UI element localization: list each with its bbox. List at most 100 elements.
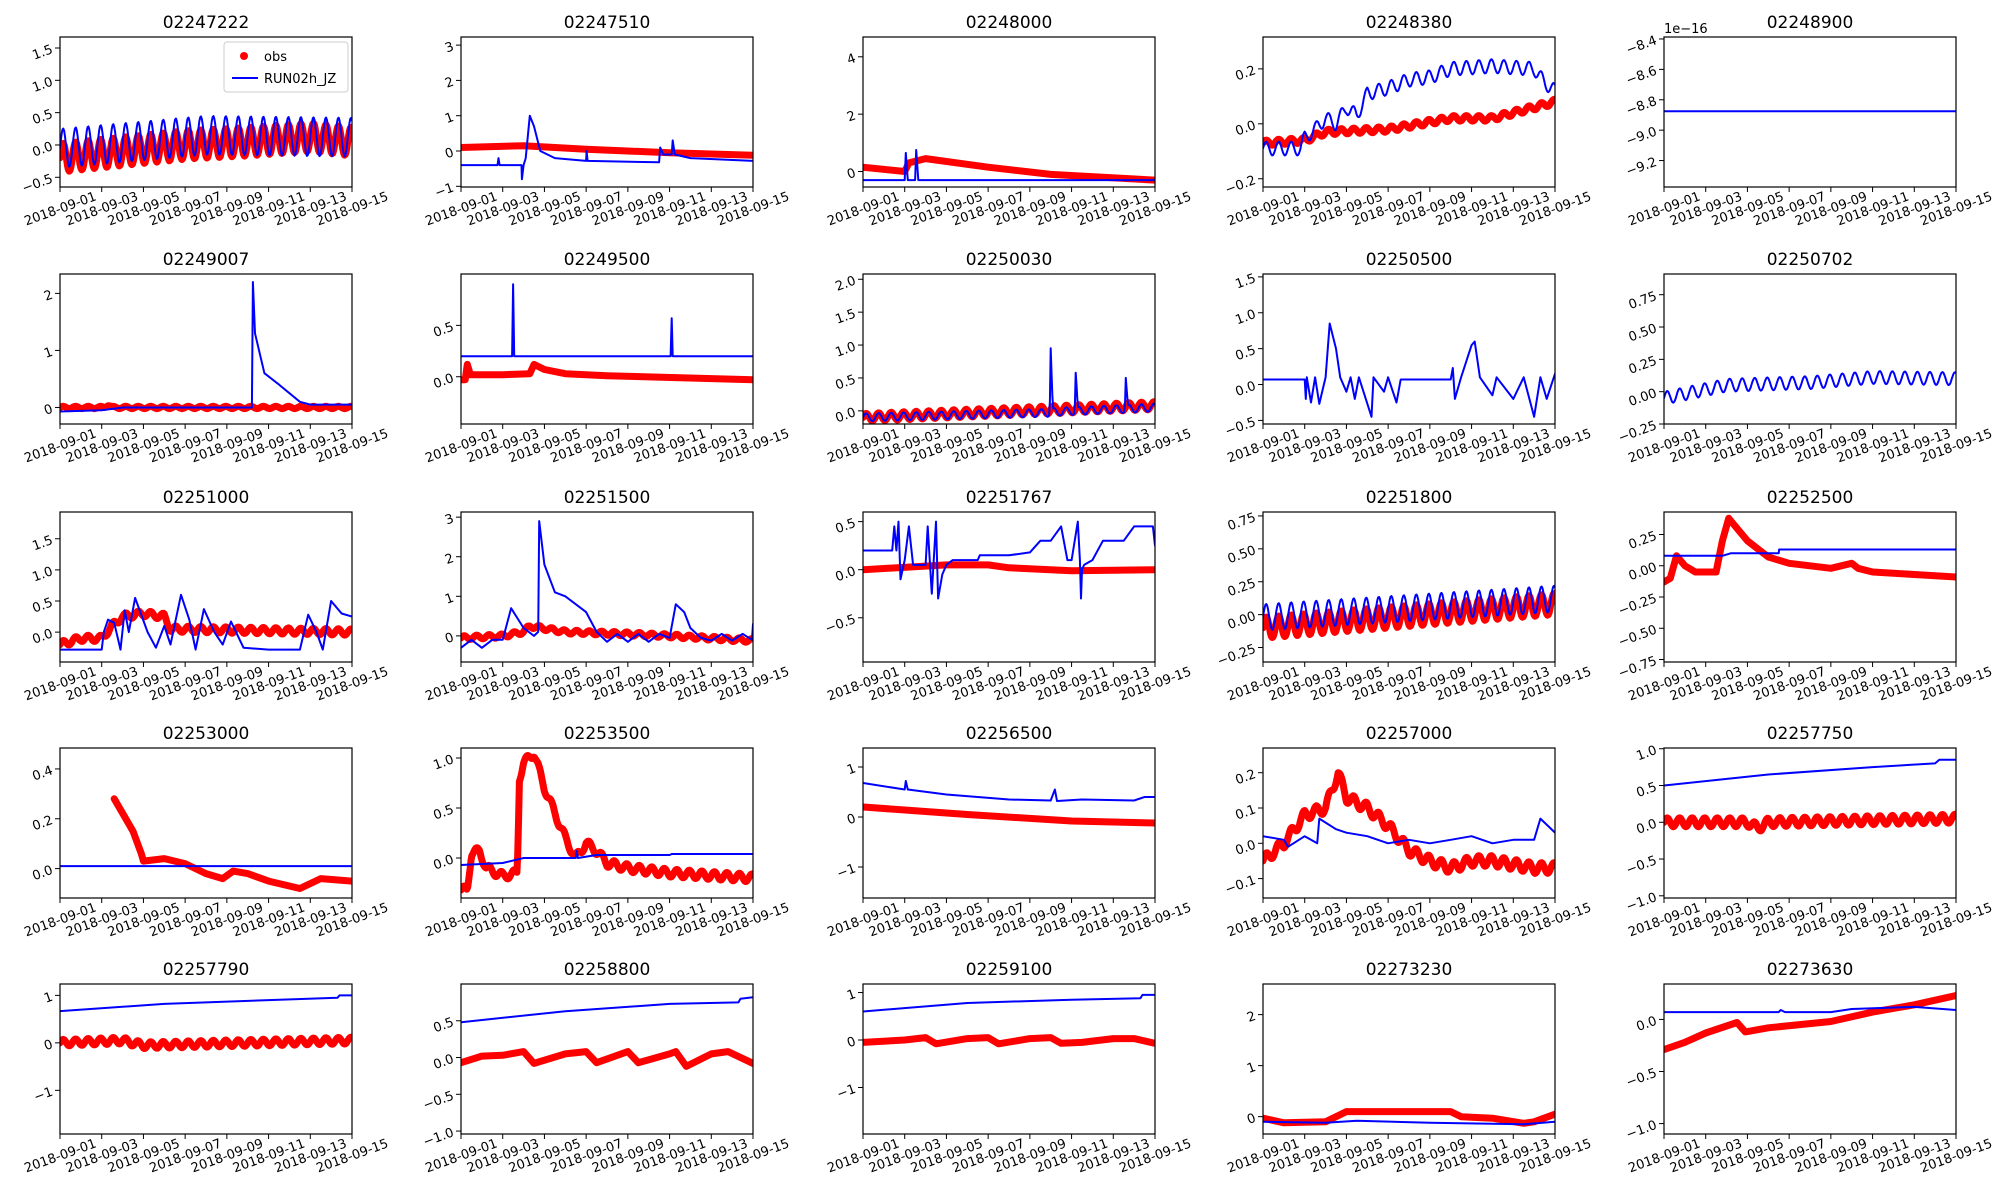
y-tick-label: 0.5 xyxy=(432,320,457,341)
y-tick-label: 1 xyxy=(1245,1060,1258,1077)
subplot-title: 02252500 xyxy=(1767,488,1854,508)
axes-frame xyxy=(460,983,754,1135)
axes-frame xyxy=(862,511,1156,663)
axes-frame xyxy=(460,511,754,663)
model-series xyxy=(863,780,1155,802)
y-tick-label: 0.0 xyxy=(31,626,56,647)
subplot-02251800: 02251800−0.250.000.250.500.752018-09-012… xyxy=(1216,488,1594,704)
y-tick-label: 0.2 xyxy=(1234,63,1259,84)
y-tick-label: 0.0 xyxy=(432,371,457,392)
model-series xyxy=(60,994,352,1013)
subplot-title: 02250500 xyxy=(1366,250,1453,270)
y-tick-label: 0 xyxy=(42,402,55,419)
y-tick-label: 0.5 xyxy=(1234,343,1259,364)
legend-obs-marker xyxy=(240,52,248,60)
y-tick-label: 1 xyxy=(42,990,55,1007)
axes-frame xyxy=(460,747,754,899)
y-tick-label: 0 xyxy=(845,1034,858,1051)
y-tick-label: 0.25 xyxy=(1627,529,1659,553)
axes-frame xyxy=(460,36,754,188)
model-series xyxy=(1664,1005,1956,1014)
subplot-02257750: 02257750−1.0−0.50.00.51.02018-09-012018-… xyxy=(1624,724,1994,940)
axes-frame xyxy=(1663,983,1957,1135)
obs-series xyxy=(461,1048,753,1070)
y-tick-label: 0.0 xyxy=(432,1052,457,1073)
y-tick-label: 1.0 xyxy=(31,564,56,585)
axes-frame xyxy=(1262,273,1556,425)
legend: obs RUN02h_JZ xyxy=(223,41,349,93)
model-series xyxy=(1263,817,1555,848)
model-series xyxy=(1664,548,1956,557)
y-tick-label: 2 xyxy=(443,75,456,92)
axes-frame xyxy=(862,36,1156,188)
y-tick-label: 0.0 xyxy=(834,564,859,585)
subplot-title: 02251500 xyxy=(564,488,651,508)
subplot-title: 02248380 xyxy=(1366,13,1453,33)
y-tick-label: −9.2 xyxy=(1624,155,1659,180)
y-tick-label: 0.0 xyxy=(1234,379,1259,400)
y-tick-label: 0 xyxy=(443,145,456,162)
y-tick-label: 0.5 xyxy=(1635,780,1660,801)
subplot-02248380: 02248380−0.20.00.22018-09-012018-09-0320… xyxy=(1223,13,1593,229)
y-tick-label: 0.1 xyxy=(1234,802,1259,823)
subplot-02247222: 02247222−0.50.00.51.01.52018-09-012018-0… xyxy=(20,13,390,229)
y-tick-label: 0.5 xyxy=(31,107,56,128)
y-tick-label: −0.5 xyxy=(823,612,858,637)
y-tick-label: 3 xyxy=(443,512,456,529)
y-tick-label: 0.5 xyxy=(31,595,56,616)
y-tick-label: 1 xyxy=(42,345,55,362)
y-tick-label: 0 xyxy=(42,1037,55,1054)
axes-frame xyxy=(59,273,353,425)
y-tick-label: 1.0 xyxy=(31,75,56,96)
axes-frame xyxy=(1262,983,1556,1135)
subplot-title: 02256500 xyxy=(966,724,1053,744)
subplot-title: 02249500 xyxy=(564,250,651,270)
y-tick-label: −9.0 xyxy=(1624,125,1659,150)
obs-series xyxy=(1664,992,1956,1054)
axes-frame xyxy=(1262,747,1556,899)
subplot-02250030: 022500300.00.51.01.52.02018-09-012018-09… xyxy=(825,250,1193,466)
subplot-02251000: 022510000.00.51.01.52018-09-012018-09-03… xyxy=(22,488,390,704)
y-tick-label: 2 xyxy=(42,288,55,305)
y-tick-label: −8.4 xyxy=(1624,33,1659,58)
subplot-title: 02247510 xyxy=(564,13,651,33)
subplot-title: 02247222 xyxy=(163,13,250,33)
y-tick-label: −8.6 xyxy=(1624,64,1659,89)
subplot-02251500: 0225150001232018-09-012018-09-032018-09-… xyxy=(423,488,791,704)
obs-series xyxy=(1664,514,1956,586)
subplot-title: 02251800 xyxy=(1366,488,1453,508)
y-tick-label: 0 xyxy=(845,811,858,828)
subplot-02250702: 02250702−0.250.000.250.500.752018-09-012… xyxy=(1617,250,1995,466)
y-tick-label: −0.5 xyxy=(1624,1066,1659,1091)
y-tick-label: 0.00 xyxy=(1226,609,1258,633)
y-tick-label: 1.5 xyxy=(1234,271,1259,292)
model-series xyxy=(461,114,753,181)
y-tick-label: 0.0 xyxy=(432,852,457,873)
y-tick-label: 0.0 xyxy=(1635,1014,1660,1035)
y-tick-label: −0.2 xyxy=(1223,173,1258,198)
y-tick-label: 1 xyxy=(845,761,858,778)
y-tick-label: −8.8 xyxy=(1624,94,1659,119)
obs-series xyxy=(461,752,753,894)
obs-series xyxy=(461,142,753,159)
obs-series xyxy=(1664,810,1956,835)
y-tick-label: 1.5 xyxy=(834,307,859,328)
model-series xyxy=(863,149,1155,182)
y-tick-label: 2 xyxy=(443,551,456,568)
subplot-title: 02249007 xyxy=(163,250,250,270)
subplot-02273230: 022732300122018-09-012018-09-032018-09-0… xyxy=(1225,960,1593,1176)
y-tick-label: 1 xyxy=(443,110,456,127)
subplot-title: 02250030 xyxy=(966,250,1053,270)
y-tick-label: 0 xyxy=(1245,1111,1258,1128)
subplot-title: 02273630 xyxy=(1767,960,1854,980)
axes-frame xyxy=(862,983,1156,1135)
legend-obs-label: obs xyxy=(264,50,287,65)
y-tick-label: −0.5 xyxy=(20,172,55,197)
subplot-02248900: 02248900−9.2−9.0−8.8−8.6−8.42018-09-0120… xyxy=(1624,13,1994,229)
y-tick-label: 1.5 xyxy=(31,42,56,63)
axes-frame xyxy=(59,511,353,663)
model-series xyxy=(60,281,352,413)
y-tick-label: 1.0 xyxy=(834,339,859,360)
model-series xyxy=(1263,58,1555,157)
